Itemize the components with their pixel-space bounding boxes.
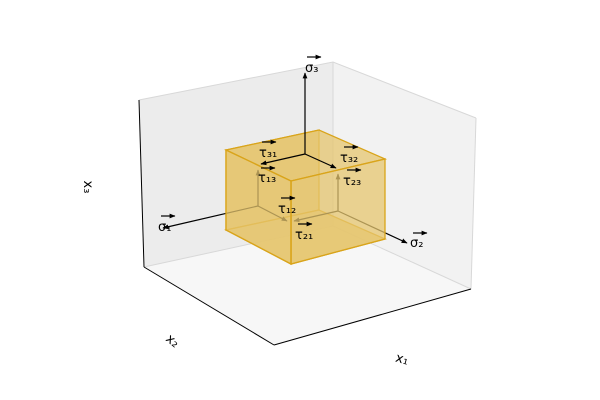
sigma1-label-group: σ₁ — [158, 213, 176, 235]
sigma3-label: σ₃ — [305, 61, 318, 76]
x3-axis-label: x₃ — [80, 181, 95, 194]
right-outer-edge — [470, 117, 477, 290]
tau32-arrow — [304, 153, 337, 169]
tau32-label: τ₃₂ — [340, 151, 358, 166]
tau23-label-group: τ₂₃ — [343, 167, 362, 189]
tau31-arrow — [260, 153, 306, 166]
x1-axis-line — [273, 288, 472, 346]
tau13-label-group: τ₁₃ — [258, 165, 276, 186]
tau31-label: τ₃₁ — [259, 146, 277, 161]
tau21-label: τ₂₁ — [295, 228, 313, 243]
sigma2-label-group: σ₂ — [410, 230, 428, 251]
x2-axis-line — [143, 266, 275, 346]
vector-labels: σ₃ τ₃₁ τ₃₂ τ₁₃ τ₂₃ τ₁₂ τ₂₁ σ₁ — [158, 54, 428, 251]
tau31-label-group: τ₃₁ — [259, 139, 277, 161]
tau32-label-group: τ₃₂ — [340, 144, 359, 166]
x1-axis-label: x₁ — [394, 351, 411, 369]
top-arrows — [260, 72, 337, 169]
tau21-label-group: τ₂₁ — [295, 221, 313, 243]
x3-axis-line — [138, 99, 145, 268]
sigma1-label: σ₁ — [158, 220, 171, 235]
sigma3-label-group: σ₃ — [305, 54, 322, 76]
x2-axis-label: x₂ — [162, 331, 182, 351]
floor-pane — [144, 226, 471, 345]
tau12-label: τ₁₂ — [278, 202, 296, 217]
tau23-label: τ₂₃ — [343, 174, 361, 189]
axes-panes — [138, 61, 477, 345]
sigma2-label: σ₂ — [410, 236, 423, 251]
axis-lines — [138, 99, 472, 346]
tau13-label: τ₁₃ — [258, 171, 276, 186]
tau12-label-group: τ₁₂ — [278, 195, 296, 217]
